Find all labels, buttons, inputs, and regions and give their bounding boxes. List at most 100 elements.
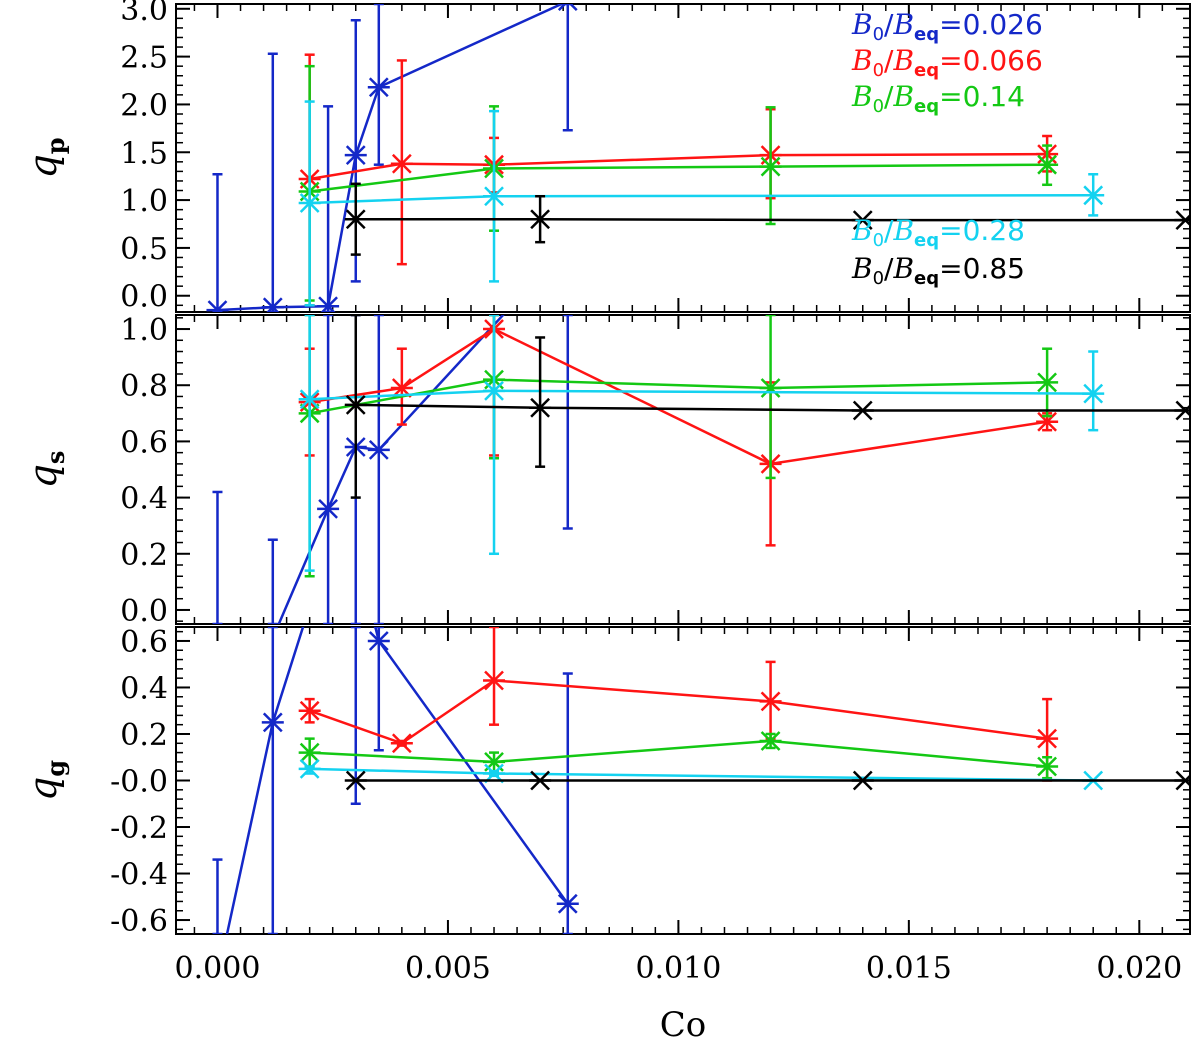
x-ticks-qs	[193, 315, 1164, 624]
x-tick-label: 0.015	[866, 951, 952, 986]
y-tick-label: -0.6	[110, 904, 168, 939]
legend-symbol: B	[892, 252, 914, 285]
series-qs-b0-beq-0-026	[212, 236, 579, 624]
legend-subscript: 0	[873, 24, 884, 45]
series-line	[277, 315, 505, 624]
legend-symbol: B	[892, 8, 914, 41]
legend-slash: /	[884, 252, 894, 285]
marker-stroke	[568, 4, 578, 12]
legend-subscript: 0	[873, 96, 884, 117]
y-tick-label: 0.2	[120, 718, 168, 753]
marker-stroke	[559, 236, 577, 254]
legend-subscript: eq	[914, 96, 939, 117]
legend-slash: /	[884, 214, 894, 247]
series-line	[355, 403, 1186, 412]
y-tick-label: 0.4	[120, 671, 168, 706]
data-point	[390, 153, 413, 174]
data-point	[851, 210, 874, 231]
data-point	[298, 742, 321, 763]
y-tick-label: 3.0	[120, 0, 168, 28]
legend-entry-2: B0/Beq=0.066	[851, 44, 1043, 81]
data-point	[851, 400, 874, 421]
series-line	[309, 194, 1094, 205]
series-line	[225, 627, 569, 934]
data-point	[1036, 411, 1059, 432]
data-point	[298, 758, 321, 779]
y-tick-label: 0.0	[120, 280, 168, 315]
data-point	[557, 4, 578, 12]
legend-symbol: B	[851, 252, 873, 285]
data-point	[317, 498, 340, 519]
series-qs-b0-beq-0-28	[298, 315, 1105, 572]
legend-subscript: eq	[914, 24, 939, 45]
legend-subscript: eq	[914, 60, 939, 81]
x-tick-label: 0.010	[635, 951, 721, 986]
y-tick-label: 0.6	[120, 625, 168, 660]
data-point	[759, 731, 782, 751]
data-point	[367, 439, 390, 460]
data-point	[317, 296, 340, 312]
series-qp-b0-beq-0-85	[344, 182, 1190, 256]
y-tick-label: 1.5	[120, 136, 168, 171]
series-qp-b0-beq-0-026	[206, 4, 578, 312]
x-tick-label: 0.005	[405, 951, 491, 986]
data-point	[1036, 372, 1059, 393]
data-point	[557, 236, 579, 254]
legend-slash: /	[884, 44, 894, 77]
legend-entry-4: B0/Beq=0.28	[851, 214, 1025, 251]
y-tick-label: 0.5	[120, 232, 168, 267]
legend-value: =0.026	[939, 8, 1043, 41]
series-line	[309, 163, 1048, 193]
series-qg-b0-beq-0-026	[212, 627, 579, 934]
data-point	[261, 297, 284, 312]
series-layer-qg	[212, 627, 1190, 934]
data-point	[759, 156, 782, 177]
series-qs-b0-beq-0-85	[344, 315, 1190, 499]
y-axis-label-sub: p	[41, 137, 70, 154]
legend-subscript: eq	[914, 268, 939, 289]
series-layer-qp	[206, 4, 1190, 312]
legend-subscript: 0	[873, 230, 884, 251]
y-axis-label-sub: s	[41, 451, 70, 465]
legend-value: =0.85	[939, 252, 1025, 285]
y-tick-label: 0.0	[120, 594, 168, 629]
legend-symbol: B	[851, 214, 873, 247]
data-point	[529, 770, 552, 791]
data-point	[1036, 728, 1059, 749]
data-point	[344, 209, 367, 230]
y-axis-label-qs: qs	[21, 451, 70, 489]
y-axis-label-main: q	[21, 777, 65, 801]
data-point	[759, 378, 782, 398]
legend-symbol: B	[851, 80, 873, 113]
legend-entry-5: B0/Beq=0.85	[851, 252, 1025, 289]
y-axis-label-main: q	[21, 464, 65, 488]
legend-subscript: 0	[873, 268, 884, 289]
y-ticks-qs: 0.0 0.2 0.4 0.6 0.8 1.0	[120, 313, 1190, 629]
data-point	[1036, 154, 1059, 175]
y-axis-label-qg: qg	[21, 760, 70, 801]
legend-value: =0.066	[939, 44, 1043, 77]
x-axis-label: Co	[660, 1005, 706, 1045]
y-tick-label: -0.2	[110, 811, 168, 846]
y-tick-label: 2.0	[120, 88, 168, 123]
data-point	[298, 193, 321, 213]
series-qs-b0-beq-0-14	[298, 315, 1059, 578]
legend-symbol: B	[892, 44, 914, 77]
panel-frame-qs	[175, 314, 1191, 625]
data-point	[483, 380, 506, 401]
legend-subscript: 0	[873, 60, 884, 81]
data-point	[1174, 400, 1190, 421]
y-tick-label: 1.0	[120, 184, 168, 219]
series-line	[309, 679, 1048, 745]
x-tick-label: 0.020	[1096, 951, 1182, 986]
legend-subscript: eq	[914, 230, 939, 251]
y-ticks-qg: -0.6 -0.4 -0.2 -0.0 0.2 0.4 0.6	[110, 625, 1190, 939]
panel-qg: -0.6 -0.4 -0.2 -0.0 0.2 0.4 0.6 qg	[21, 625, 1191, 939]
data-point	[298, 389, 321, 410]
series-layer-qs	[212, 236, 1190, 624]
data-point	[529, 397, 552, 418]
data-point	[1082, 383, 1105, 404]
data-point	[390, 733, 413, 754]
series-line	[309, 767, 1094, 782]
